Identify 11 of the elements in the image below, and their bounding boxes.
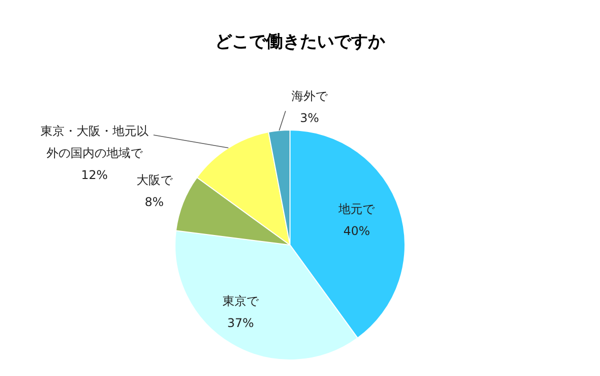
data-label: 12%	[81, 168, 108, 182]
slice-label: 地元で	[338, 200, 376, 218]
data-label: 40%	[342, 222, 372, 240]
data-label: 37%	[226, 314, 255, 332]
chart-title: どこで働きたいですか	[214, 31, 386, 53]
data-label: 8%	[144, 194, 165, 211]
data-label: 3%	[299, 110, 320, 127]
slice-label: 海外で	[290, 88, 329, 105]
slice-label: 東京・大阪・地元以外の国内の地域で	[40, 123, 150, 162]
slice-label: 大阪で	[135, 172, 174, 189]
slice-label: 東京で	[222, 292, 260, 310]
